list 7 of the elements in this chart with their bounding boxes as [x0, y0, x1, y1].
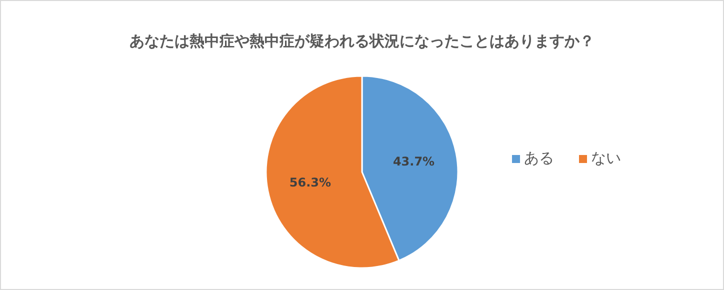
legend-item: ある [512, 149, 554, 167]
chart-title: あなたは熱中症や熱中症が疑われる状況になったことはありますか？ [130, 32, 594, 50]
legend-label: ある [524, 149, 554, 167]
legend-item: ない [579, 149, 621, 167]
legend-label: ない [591, 149, 621, 167]
data-label: 43.7% [392, 154, 435, 169]
data-label: 56.3% [289, 175, 332, 190]
